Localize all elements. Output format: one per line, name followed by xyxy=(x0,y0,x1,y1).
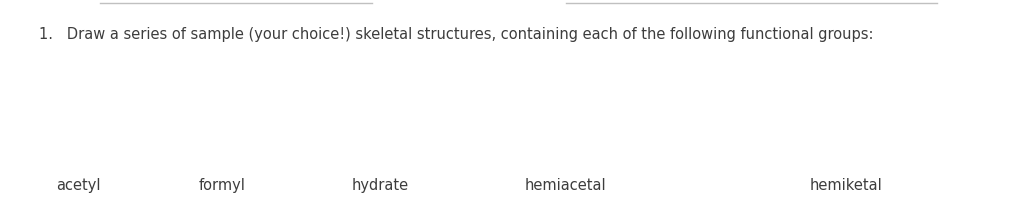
Text: hemiacetal: hemiacetal xyxy=(525,178,606,193)
Text: hydrate: hydrate xyxy=(352,178,409,193)
Text: acetyl: acetyl xyxy=(56,178,101,193)
Text: formyl: formyl xyxy=(199,178,246,193)
Text: hemiketal: hemiketal xyxy=(810,178,882,193)
Text: 1.   Draw a series of sample (your choice!) skeletal structures, containing each: 1. Draw a series of sample (your choice!… xyxy=(39,27,873,42)
